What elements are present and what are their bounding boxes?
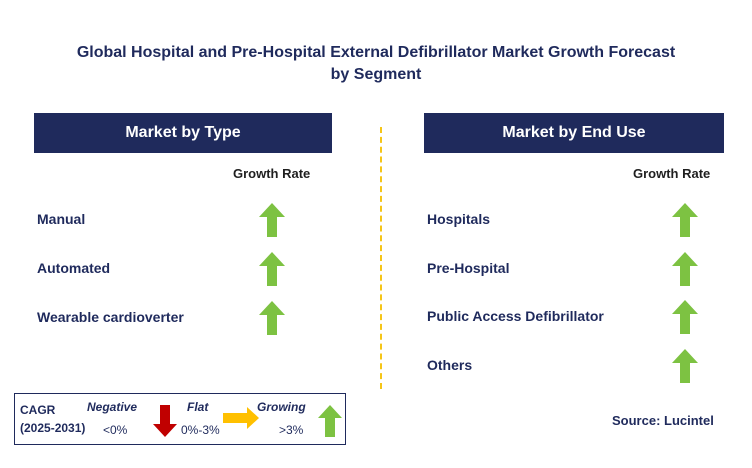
legend-negative-range: <0% [103, 423, 128, 437]
title-line-2: by Segment [330, 66, 422, 83]
legend-flat-label: Flat [187, 400, 209, 414]
legend-growing-range: >3% [279, 423, 304, 437]
legend-cagr-label: CAGR [20, 403, 56, 417]
title-line-1: Global Hospital and Pre-Hospital Externa… [76, 44, 676, 61]
growing-up-arrow-icon [318, 405, 342, 437]
panel-header-type: Market by Type [34, 113, 332, 153]
legend-negative-label: Negative [87, 400, 138, 414]
end-use-row-label: Hospitals [427, 211, 491, 227]
growing-up-arrow-icon [672, 300, 698, 334]
cagr-legend: CAGR (2025-2031) Negative <0% Flat 0%-3%… [14, 393, 346, 445]
legend-period: (2025-2031) [20, 421, 86, 435]
end-use-row-label: Public Access Defibrillator [427, 308, 604, 324]
growing-up-arrow-icon [672, 203, 698, 237]
growing-up-arrow-icon [259, 301, 285, 335]
growth-rate-label-type: Growth Rate [233, 166, 311, 181]
chart-title: Global Hospital and Pre-Hospital Externa… [40, 42, 712, 86]
growing-up-arrow-icon [672, 348, 698, 383]
negative-down-arrow-icon [153, 405, 177, 437]
growing-up-arrow-icon [259, 203, 285, 237]
panel-divider [380, 127, 382, 389]
end-use-row-label: Others [427, 356, 473, 373]
growth-rate-label-end-use: Growth Rate [633, 166, 711, 181]
growing-up-arrow-icon [672, 251, 698, 286]
growing-up-arrow-icon [259, 252, 285, 286]
legend-flat-range: 0%-3% [181, 423, 220, 437]
end-use-row-label: Pre-Hospital [427, 259, 510, 276]
flat-right-arrow-icon [223, 407, 259, 429]
type-row-label: Manual [37, 211, 86, 227]
panel-header-end-use: Market by End Use [424, 113, 724, 153]
legend-growing-label: Growing [257, 400, 306, 414]
source-note: Source: Lucintel [612, 413, 714, 428]
type-row-label: Wearable cardioverter [37, 309, 184, 325]
type-row-label: Automated [37, 260, 111, 276]
